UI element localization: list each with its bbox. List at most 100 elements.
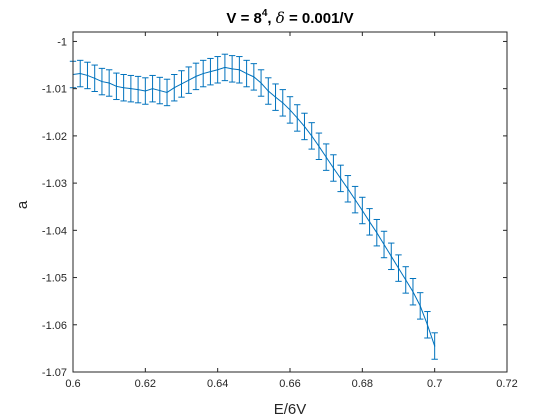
error-bar: [308, 122, 315, 150]
error-bar: [243, 59, 250, 88]
data-point: [303, 125, 306, 128]
error-bar: [221, 53, 229, 82]
error-bar: [98, 67, 106, 96]
x-tick-label: 0.64: [207, 378, 228, 390]
data-point: [231, 68, 233, 70]
error-bar: [214, 56, 221, 84]
error-bar: [301, 112, 308, 141]
error-bar: [156, 76, 163, 105]
error-bar: [366, 208, 373, 236]
data-point: [434, 345, 436, 347]
data-point: [159, 89, 161, 92]
data-point: [311, 135, 313, 137]
data-point: [137, 89, 139, 91]
data-point: [151, 88, 154, 90]
error-bar: [359, 196, 366, 225]
data-point: [101, 80, 103, 83]
error-bar: [272, 83, 279, 111]
data-point: [405, 279, 407, 281]
error-bar: [388, 242, 395, 271]
chart-title-exponent: 4: [262, 8, 268, 19]
data-point: [390, 255, 392, 257]
plot-area: [69, 32, 507, 372]
y-tick-label: -1.01: [42, 84, 67, 96]
x-tick-label: 0.68: [352, 378, 373, 390]
error-bar: [149, 74, 156, 103]
data-point: [123, 87, 125, 89]
data-point: [144, 90, 146, 92]
data-point: [318, 145, 320, 147]
error-bar: [330, 154, 337, 182]
error-bar: [395, 254, 402, 282]
error-bar: [105, 69, 113, 97]
data-point: [419, 305, 421, 307]
error-bar: [344, 175, 352, 203]
data-point: [115, 85, 117, 87]
data-point: [397, 267, 400, 269]
data-point: [325, 156, 327, 158]
error-bar: [207, 57, 214, 86]
error-bar: [185, 66, 192, 94]
error-bar: [351, 185, 359, 214]
data-point: [260, 82, 262, 84]
y-tick-label: -1: [57, 36, 67, 48]
error-bar: [134, 75, 142, 104]
data-point: [86, 74, 89, 77]
axes: 0.6 0.62 0.64 0.66 0.68 0.7 0.72 -1 -1.01 -1.02 -1…: [42, 31, 518, 390]
data-point: [130, 88, 132, 90]
error-bar: [228, 55, 236, 83]
error-bar: [315, 132, 323, 160]
data-point: [376, 232, 378, 234]
data-point: [274, 96, 277, 98]
data-point: [340, 177, 342, 179]
x-axis-label: E/6V: [274, 401, 307, 418]
chart-title-symbol: δ: [276, 9, 285, 27]
chart-title-rest: = 0.001/V: [285, 10, 354, 27]
error-bar: [380, 230, 388, 259]
data-point: [253, 76, 255, 78]
error-bar: [294, 104, 301, 132]
error-bar: [424, 311, 431, 339]
error-bar: [337, 164, 344, 193]
data-point: [267, 90, 269, 92]
error-bar: [250, 63, 258, 91]
data-point: [79, 72, 81, 75]
x-tick-label: 0.62: [135, 378, 156, 390]
error-bar: [417, 292, 424, 320]
data-point: [108, 82, 110, 84]
error-bar: [142, 77, 149, 105]
data-point: [224, 66, 226, 69]
y-axis-label: a: [14, 200, 31, 209]
data-point: [166, 91, 168, 94]
chart-title-main: V = 8: [226, 10, 261, 27]
error-bar: [286, 96, 294, 124]
error-bar: [200, 59, 207, 88]
data-point: [94, 77, 96, 79]
data-point: [368, 221, 371, 223]
error-bar: [279, 89, 286, 117]
data-point: [209, 71, 212, 73]
data-point: [238, 69, 240, 71]
data-point: [426, 324, 429, 326]
error-bar: [373, 218, 380, 247]
data-point: [296, 117, 298, 119]
error-bar: [120, 74, 127, 102]
data-point: [383, 243, 385, 246]
y-tick-label: -1.07: [42, 367, 67, 379]
error-bar: [322, 143, 330, 171]
chart-title: V = 84, δ = 0.001/V: [226, 8, 353, 27]
error-bar: [127, 74, 135, 103]
data-point: [202, 72, 204, 75]
y-tick-label: -1.03: [42, 178, 67, 190]
error-bar: [163, 78, 171, 107]
error-bar: [236, 56, 243, 84]
error-bar: [91, 64, 98, 92]
error-bar: [257, 69, 265, 97]
error-bar: [178, 70, 185, 98]
y-tick-label: -1.05: [42, 273, 67, 285]
data-point: [246, 72, 248, 75]
data-point: [354, 199, 356, 201]
chart-title-separator: ,: [267, 10, 275, 27]
error-bar: [402, 266, 409, 294]
